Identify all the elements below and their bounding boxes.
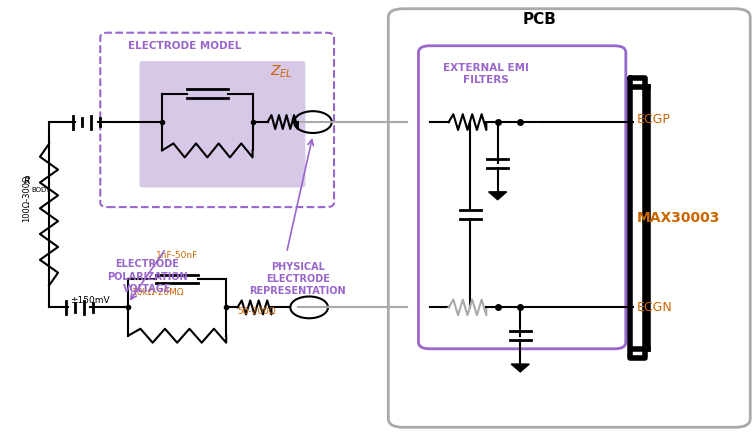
Text: ELECTRODE
POLARIZATION
VOLTAGE: ELECTRODE POLARIZATION VOLTAGE <box>107 259 187 294</box>
Text: $Z_{EL}$: $Z_{EL}$ <box>270 64 293 80</box>
Text: ELECTRODE MODEL: ELECTRODE MODEL <box>128 41 241 51</box>
Polygon shape <box>511 364 529 372</box>
Text: 50-200Ω: 50-200Ω <box>237 307 276 316</box>
Text: BODY: BODY <box>32 187 51 193</box>
Text: ECGP: ECGP <box>637 113 671 126</box>
Text: MAX30003: MAX30003 <box>637 211 720 225</box>
FancyBboxPatch shape <box>139 61 305 187</box>
Text: PCB: PCB <box>523 12 556 27</box>
Text: ECGN: ECGN <box>637 301 673 314</box>
Text: EXTERNAL EMI
FILTERS: EXTERNAL EMI FILTERS <box>443 63 529 85</box>
Text: 1nF-50nF: 1nF-50nF <box>156 251 198 259</box>
Text: PHYSICAL
ELECTRODE
REPRESENTATION: PHYSICAL ELECTRODE REPRESENTATION <box>250 262 346 296</box>
Polygon shape <box>489 192 507 200</box>
Text: R: R <box>23 176 30 186</box>
Text: 100Ω-300Ω: 100Ω-300Ω <box>22 175 31 222</box>
Text: ±150mV: ±150mV <box>70 296 110 305</box>
Text: 10kΩ-20MΩ: 10kΩ-20MΩ <box>132 288 185 296</box>
